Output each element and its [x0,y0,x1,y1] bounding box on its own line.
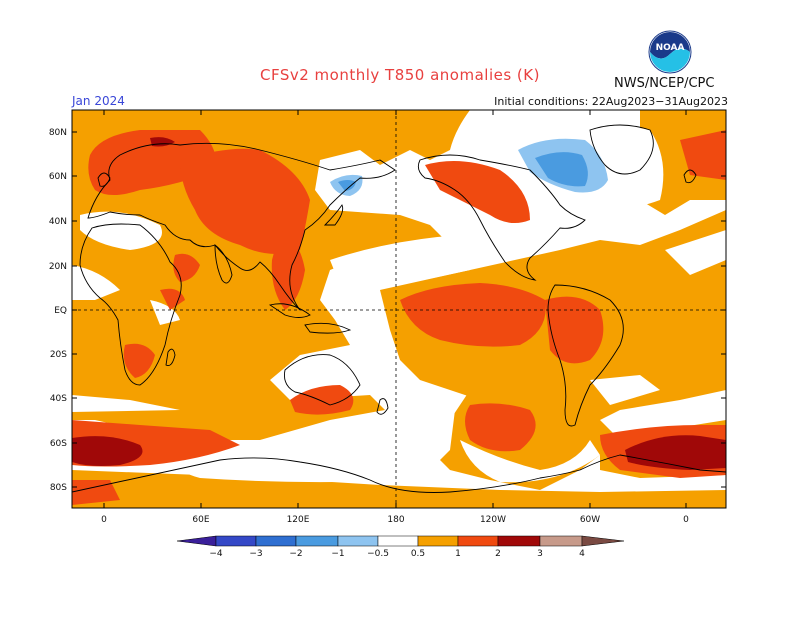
lon-tick-label: 60W [580,515,600,525]
legend-swatch [295,535,339,547]
lon-tick-label: 120E [287,515,310,525]
legend-label: −0.5 [367,549,389,559]
coastlines [72,124,726,493]
lon-tick-label: 0 [101,515,107,525]
lat-tick-label: 60S [50,439,67,449]
legend-label: 1 [455,549,461,559]
legend-swatch [457,535,499,547]
lon-tick-label: 0 [683,515,689,525]
lat-tick-label: 40S [50,394,67,404]
chart-title: CFSv2 monthly T850 anomalies (K) [260,66,540,84]
anomaly-cold-regions [330,138,608,196]
legend-label: −3 [249,549,262,559]
longitude-axis: 0 60E 120E 180 120W 60W 0 [101,110,689,525]
lat-tick-label: 20S [50,350,67,360]
map-frame [71,109,727,509]
legend-swatch [337,535,379,547]
legend-label: 3 [537,549,543,559]
legend-swatch [215,535,257,547]
legend-label: −1 [331,549,344,559]
forecast-month: Jan 2024 [72,94,125,108]
legend-swatch [417,535,459,547]
legend-label: 4 [579,549,585,559]
initial-conditions: Initial conditions: 22Aug2023−31Aug2023 [494,95,728,108]
anomaly-2-3-regions [72,137,726,470]
legend-label: −4 [209,549,223,559]
legend-label: 2 [495,549,501,559]
legend-swatch [497,535,541,547]
legend-colorbar: −4 −3 −2 −1 −0.5 0.5 1 2 3 4 [176,535,625,559]
legend-label: −2 [289,549,302,559]
anomaly-field [72,110,726,508]
lat-tick-label: EQ [54,306,67,316]
legend-swatch [377,535,419,547]
lat-tick-label: 80S [50,483,67,493]
noaa-logo-text: NOAA [656,43,685,53]
legend-swatch [176,535,217,547]
noaa-logo-icon: NOAA [648,30,692,74]
lat-tick-label: 80N [49,128,67,138]
lon-tick-label: 120W [480,515,506,525]
lat-tick-label: 20N [49,262,67,272]
lat-tick-label: 40N [49,217,67,227]
legend-label: 0.5 [411,549,425,559]
lon-tick-label: 180 [387,515,404,525]
org-label: NWS/NCEP/CPC [614,76,715,91]
lon-tick-label: 60E [192,515,209,525]
legend-swatch [255,535,297,547]
legend-swatch [539,535,583,547]
legend-swatch [581,535,625,547]
latitude-axis: 80N 60N 40N 20N EQ 20S 40S 60S 80S [49,128,726,493]
lat-tick-label: 60N [49,172,67,182]
